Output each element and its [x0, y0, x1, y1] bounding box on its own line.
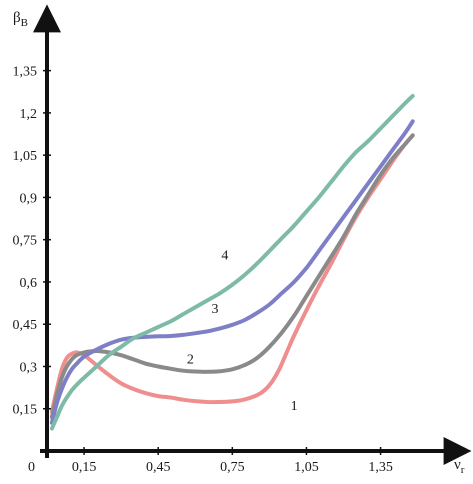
series-label-4: 4	[221, 248, 228, 263]
series-label-3: 3	[212, 302, 219, 317]
y-tick-label: 0,3	[20, 360, 38, 375]
x-tick-label: 1,05	[294, 460, 319, 475]
y-tick-label: 0,75	[13, 234, 38, 249]
series-line-4	[49, 94, 415, 431]
y-tick-label: 0,15	[13, 403, 38, 418]
origin-label: 0	[28, 460, 35, 475]
x-axis-label: νr	[454, 457, 465, 476]
y-tick-label: 1,35	[13, 65, 38, 80]
y-axis-label: βB	[13, 10, 28, 29]
y-tick-label: 0,6	[20, 276, 38, 291]
x-tick-label: 0,45	[146, 460, 171, 475]
x-tick-group: 0,15 0,45 0,75 1,05 1,35	[72, 447, 393, 475]
x-tick-label: 0,15	[72, 460, 97, 475]
y-tick-label: 1,2	[20, 107, 38, 122]
series-label-layer: 1 2 3 4	[187, 248, 298, 414]
x-tick-label: 0,75	[220, 460, 245, 475]
series-line-2	[49, 133, 415, 420]
y-tick-label: 0,45	[13, 318, 38, 333]
y-tick-label: 1,05	[13, 149, 38, 164]
y-tick-label: 0,9	[20, 191, 38, 206]
series-label-1: 1	[291, 399, 298, 414]
series-label-2: 2	[187, 353, 194, 368]
x-tick-label: 1,35	[368, 460, 393, 475]
y-tick-group: 0,15 0,3 0,45 0,6 0,75 0,9 1,05 1,2 1,35	[13, 65, 51, 418]
series-layer	[49, 94, 415, 431]
series-line-3	[49, 119, 415, 425]
